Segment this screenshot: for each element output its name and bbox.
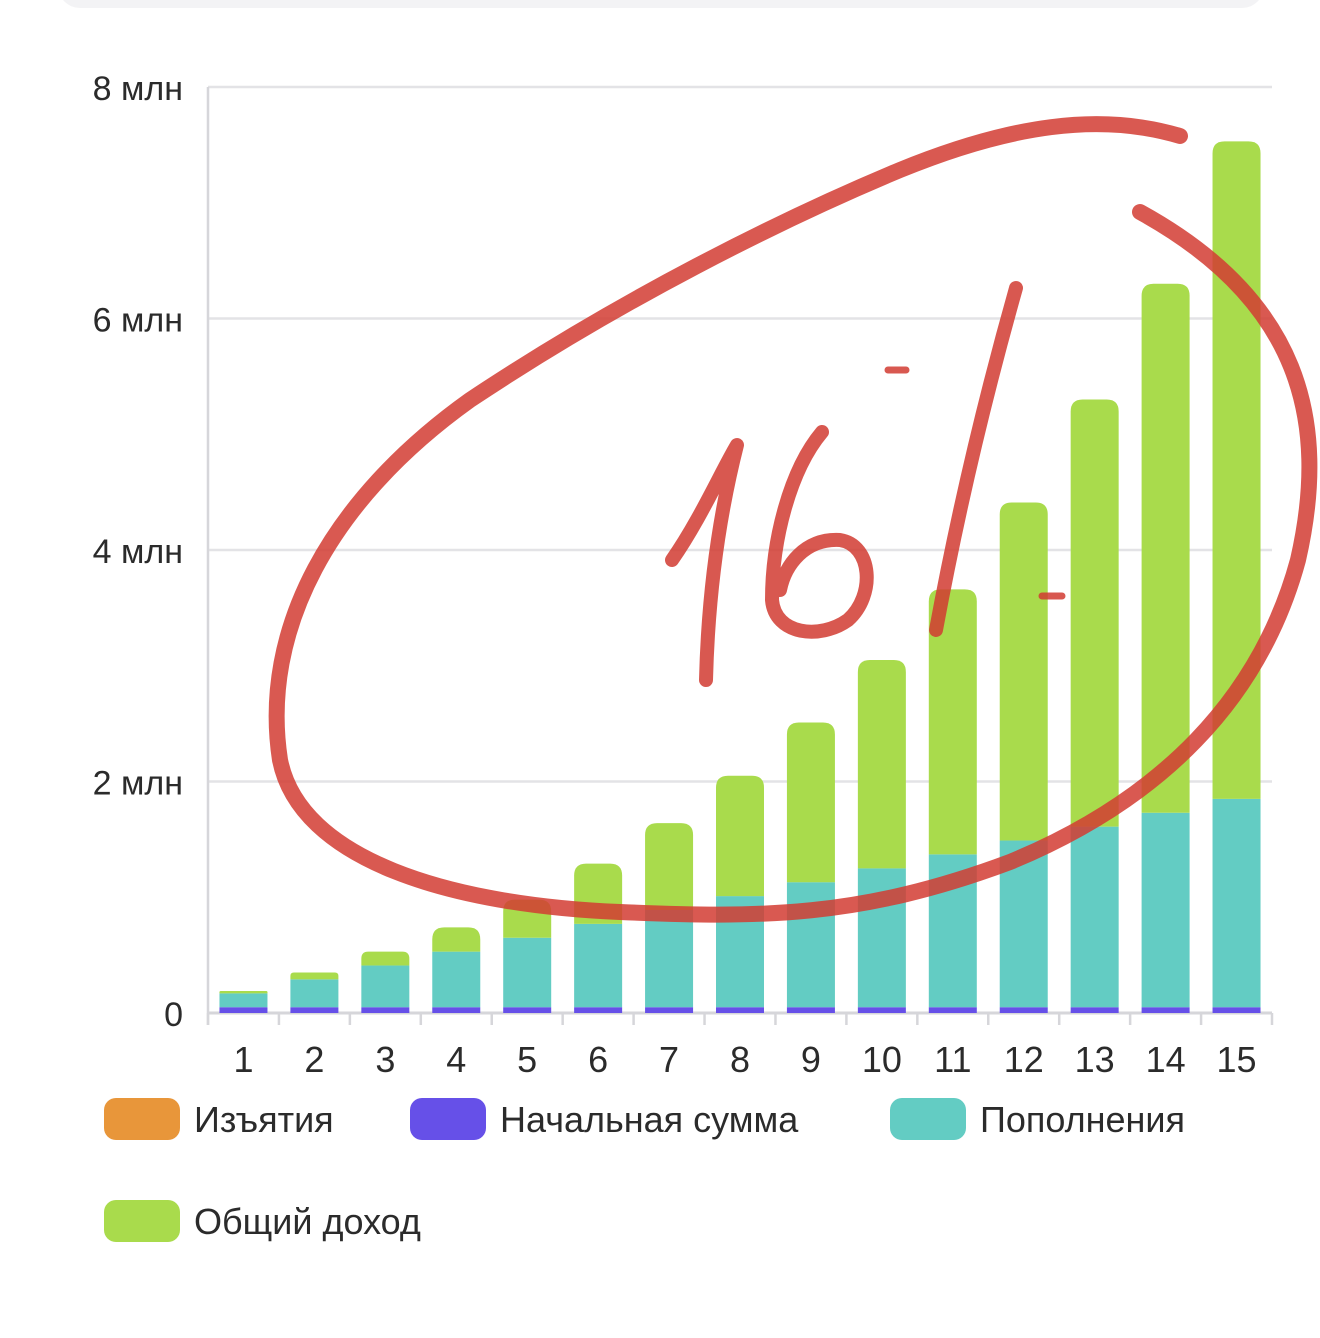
x-tick-label: 12 — [1004, 1039, 1044, 1080]
bar-stack — [574, 863, 623, 1013]
bar-stack — [361, 951, 410, 1013]
bar-segment-Начальная сумма — [857, 1007, 906, 1013]
bar-segment-Пополнения — [503, 937, 552, 1008]
bar-segment-Начальная сумма — [1212, 1007, 1261, 1013]
x-tick-label: 3 — [375, 1039, 395, 1080]
x-tick-label: 14 — [1146, 1039, 1186, 1080]
x-tick-label: 4 — [446, 1039, 466, 1080]
bars — [219, 141, 1261, 1013]
bar-stack — [432, 927, 481, 1013]
y-tick-label: 0 — [164, 996, 183, 1034]
legend-swatch — [104, 1098, 180, 1140]
x-tick-label: 13 — [1075, 1039, 1115, 1080]
legend-swatch — [890, 1098, 966, 1140]
bar-stack — [786, 722, 835, 1013]
legend-item[interactable]: Пополнения — [890, 1098, 1185, 1140]
x-tick-label: 9 — [801, 1039, 821, 1080]
bar-segment-Общий доход — [928, 589, 977, 855]
bar-segment-Начальная сумма — [219, 1007, 268, 1013]
bar-segment-Начальная сумма — [786, 1007, 835, 1013]
bar-stack — [716, 775, 764, 1013]
y-tick-label: 8 млн — [93, 70, 183, 108]
legend-label: Общий доход — [194, 1201, 421, 1242]
bar-segment-Пополнения — [219, 993, 268, 1008]
bar-segment-Общий доход — [645, 823, 694, 910]
legend-item[interactable]: Общий доход — [104, 1200, 421, 1242]
bar-stack — [1141, 283, 1190, 1013]
annotation-stroke-slash — [929, 281, 1023, 637]
bar-segment-Начальная сумма — [574, 1007, 623, 1013]
legend-item[interactable]: Начальная сумма — [410, 1098, 799, 1140]
bar-segment-Общий доход — [290, 972, 339, 980]
bar-segment-Начальная сумма — [999, 1007, 1048, 1013]
legend-item[interactable]: Изъятия — [104, 1098, 334, 1140]
bar-segment-Общий доход — [786, 722, 835, 883]
bar-segment-Начальная сумма — [928, 1007, 977, 1013]
legend: Изъятия Начальная сумма Пополнения Общий до… — [104, 1098, 1185, 1242]
bar-segment-Общий доход — [857, 659, 906, 869]
y-tick-label: 2 млн — [93, 765, 183, 803]
bar-segment-Пополнения — [1141, 812, 1190, 1008]
bar-stack — [645, 823, 694, 1013]
bar-segment-Начальная сумма — [1141, 1007, 1190, 1013]
x-tick-label: 7 — [659, 1039, 679, 1080]
bar-segment-Начальная сумма — [1070, 1007, 1119, 1013]
top-card-edge — [58, 0, 1264, 8]
bar-stack — [219, 991, 268, 1013]
bar-segment-Общий доход — [219, 991, 268, 994]
bar-segment-Начальная сумма — [503, 1007, 552, 1013]
bar-segment-Общий доход — [1070, 399, 1119, 827]
y-tick-label: 4 млн — [93, 533, 183, 571]
bar-stack — [857, 659, 906, 1013]
bar-segment-Начальная сумма — [432, 1007, 481, 1013]
handwritten-annotation — [268, 116, 1318, 923]
x-axis: 1 2 3 4 5 6 7 8 9 10 11 12 13 14 15 — [206, 1013, 1274, 1080]
bar-segment-Начальная сумма — [645, 1007, 694, 1013]
bar-segment-Пополнения — [432, 951, 481, 1008]
legend-label: Изъятия — [194, 1099, 334, 1140]
legend-swatch — [410, 1098, 486, 1140]
bar-segment-Пополнения — [1070, 826, 1119, 1008]
x-tick-label: 2 — [304, 1039, 324, 1080]
bar-segment-Пополнения — [361, 965, 410, 1008]
bar-stack — [290, 972, 339, 1013]
y-tick-label: 6 млн — [93, 302, 183, 340]
legend-label: Пополнения — [980, 1099, 1185, 1140]
bar-segment-Начальная сумма — [361, 1007, 410, 1013]
x-tick-label: 15 — [1217, 1039, 1257, 1080]
bar-segment-Пополнения — [1212, 798, 1261, 1008]
bar-segment-Начальная сумма — [716, 1007, 764, 1013]
x-tick-label: 1 — [233, 1039, 253, 1080]
bar-segment-Общий доход — [361, 951, 410, 966]
bar-segment-Общий доход — [1141, 283, 1190, 813]
x-tick-label: 6 — [588, 1039, 608, 1080]
bar-stack — [1070, 399, 1119, 1013]
annotation-circle — [268, 116, 1318, 923]
annotation-stroke-one — [665, 438, 744, 687]
y-axis-ticks: 0 2 млн 4 млн 6 млн 8 млн — [93, 70, 183, 1034]
bar-segment-Пополнения — [645, 909, 694, 1008]
x-tick-label: 11 — [934, 1039, 971, 1080]
bar-stack — [503, 899, 552, 1013]
legend-swatch — [104, 1200, 180, 1242]
bar-segment-Общий доход — [432, 927, 481, 952]
bar-segment-Общий доход — [716, 775, 764, 897]
x-tick-label: 5 — [517, 1039, 537, 1080]
bar-segment-Пополнения — [574, 923, 623, 1008]
bar-segment-Пополнения — [290, 979, 339, 1008]
bar-segment-Общий доход — [999, 502, 1048, 841]
bar-stack — [928, 589, 977, 1013]
x-tick-label: 10 — [862, 1039, 902, 1080]
bar-segment-Начальная сумма — [290, 1007, 339, 1013]
bar-stack — [999, 502, 1048, 1013]
x-tick-label: 8 — [730, 1039, 750, 1080]
legend-label: Начальная сумма — [500, 1099, 799, 1140]
annotation-stroke-six — [765, 425, 874, 639]
